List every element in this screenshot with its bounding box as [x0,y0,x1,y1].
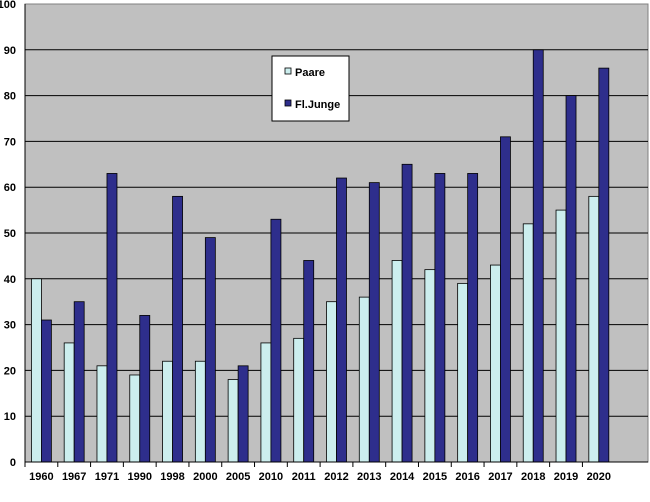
y-tick-label: 10 [4,411,16,423]
bar-paare-1967 [63,342,75,463]
legend-label-fl-junge: Fl.Junge [295,99,340,111]
bar-paare-2011 [293,337,305,463]
bar-paare-1998 [162,360,173,463]
legend: Paare Fl.Junge [271,55,350,122]
bar-paare-1990 [129,374,141,463]
x-tick-label: 2020 [587,471,611,483]
bar-paare-2019 [555,209,567,463]
y-tick-label: 80 [4,91,16,103]
x-tick-label: 1998 [160,471,184,483]
bar-fl-junge-2019 [565,95,577,463]
bar-paare-2000 [194,360,206,463]
y-tick-label: 40 [4,274,16,286]
bar-fl-junge-1990 [139,315,151,463]
bar-fl-junge-2010 [270,218,282,463]
bar-fl-junge-2013 [368,182,380,463]
x-tick-label: 1960 [29,471,53,483]
x-tick-label: 2011 [292,471,316,483]
legend-swatch-fl-junge [284,99,292,107]
y-tick-label: 50 [4,228,16,240]
x-tick-label: 2013 [357,471,381,483]
bar-paare-2014 [391,260,403,463]
y-axis-tick-labels: 0 10 20 30 40 50 60 70 80 90 100 [0,0,16,469]
bar-paare-2005 [227,379,239,463]
x-axis-tick-labels: 1960 1967 1971 1990 1998 2000 2005 2010 2011 2012… [29,471,611,483]
legend-box [271,55,350,122]
x-tick-label: 2014 [390,471,415,483]
y-tick-label: 60 [4,182,16,194]
bar-paare-2012 [326,301,337,463]
bar-fl-junge-2000 [204,237,216,463]
y-tick-label: 70 [4,136,16,148]
bar-fl-junge-2016 [467,173,479,463]
bar-fl-junge-2017 [500,136,511,463]
legend-swatch-paare [284,67,292,75]
bar-fl-junge-1960 [40,319,52,463]
x-tick-label: 2005 [226,471,250,483]
x-tick-label: 2019 [554,471,578,483]
y-tick-label: 0 [10,457,16,469]
bar-paare-2015 [424,269,436,463]
bar-fl-junge-2014 [401,163,413,463]
x-tick-label: 2015 [423,471,447,483]
bar-paare-1971 [96,365,108,463]
bar-fl-junge-2020 [598,67,610,463]
bar-fl-junge-2015 [434,173,446,463]
bar-fl-junge-1998 [172,195,183,463]
axes [24,4,648,467]
bar-paare-2010 [260,342,272,463]
y-tick-label: 90 [4,45,16,57]
bars [30,49,610,463]
x-tick-label: 1971 [95,471,119,483]
bar-paare-2020 [588,195,600,463]
bar-fl-junge-1967 [73,301,85,463]
bar-fl-junge-2011 [303,260,315,463]
bar-paare-1960 [30,278,42,463]
bar-paare-2016 [457,282,469,463]
y-tick-label: 30 [4,320,16,332]
bar-fl-junge-2005 [237,365,249,463]
x-tick-label: 2010 [259,471,283,483]
x-tick-label: 2000 [193,471,217,483]
x-tick-label: 2012 [324,471,348,483]
bar-paare-2013 [358,296,370,463]
y-tick-label: 100 [0,0,16,11]
bar-fl-junge-2012 [336,177,347,463]
y-tick-label: 20 [4,365,16,377]
x-tick-label: 1967 [62,471,86,483]
x-tick-label: 2017 [488,471,512,483]
x-tick-label: 1990 [128,471,152,483]
bar-paare-2018 [522,223,534,463]
x-tick-label: 2018 [521,471,545,483]
bar-fl-junge-2018 [532,49,544,463]
x-tick-label: 2016 [455,471,479,483]
bar-fl-junge-1971 [106,173,118,463]
bar-paare-2017 [490,264,501,463]
legend-label-paare: Paare [295,67,325,79]
